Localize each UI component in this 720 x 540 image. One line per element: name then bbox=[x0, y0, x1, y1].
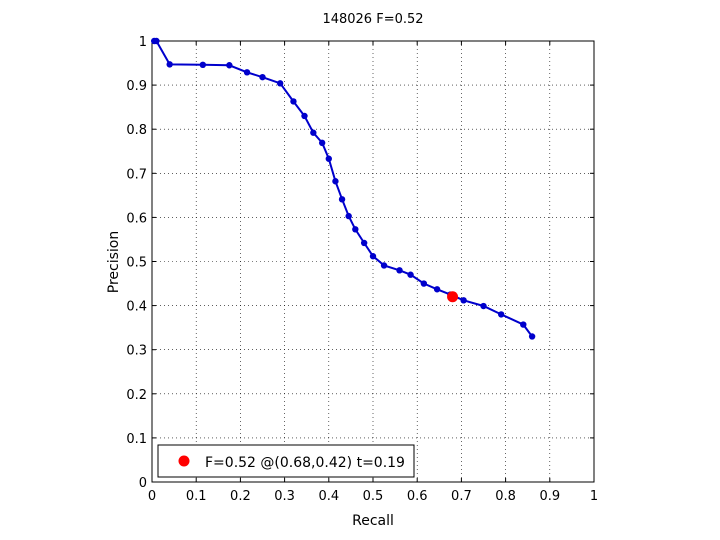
pr-curve-point bbox=[153, 37, 160, 45]
pr-curve-point bbox=[290, 98, 297, 105]
pr-curve-point bbox=[166, 61, 173, 68]
x-tick-label: 0.2 bbox=[230, 489, 251, 504]
pr-curve-point bbox=[497, 311, 505, 318]
y-tick-label: 0.9 bbox=[126, 79, 147, 94]
x-tick-label: 0.4 bbox=[318, 489, 339, 504]
pr-curve-point bbox=[480, 302, 487, 310]
pr-curve-point bbox=[310, 129, 317, 136]
x-tick-label: 0.7 bbox=[451, 489, 472, 504]
pr-curve-point bbox=[433, 286, 441, 293]
pr-curve-point bbox=[407, 271, 414, 278]
x-tick-label: 0.3 bbox=[274, 489, 295, 504]
best-f-point bbox=[447, 291, 459, 303]
chart-title: 148026 F=0.52 bbox=[322, 12, 423, 27]
y-tick-label: 0.8 bbox=[126, 123, 147, 138]
pr-curve-point bbox=[332, 178, 339, 185]
pr-curve-point bbox=[226, 62, 233, 69]
y-tick-label: 0 bbox=[139, 476, 147, 491]
y-axis: 0 0.1 0.2 0.3 0.4 0.5 0.6 0.7 0.8 0.9 1 bbox=[126, 35, 594, 491]
grid-lines bbox=[152, 41, 594, 482]
y-axis-label: Precision bbox=[106, 231, 122, 293]
pr-curve-point bbox=[396, 267, 403, 274]
legend-marker bbox=[178, 455, 190, 467]
pr-curve-point bbox=[360, 239, 368, 247]
pr-curve-point bbox=[318, 139, 326, 147]
x-tick-label: 0.1 bbox=[186, 489, 207, 504]
x-tick-label: 0.6 bbox=[407, 489, 428, 504]
y-tick-label: 0.3 bbox=[126, 344, 147, 359]
pr-curve-point bbox=[243, 69, 251, 76]
pr-curve bbox=[151, 37, 536, 340]
pr-curve-line bbox=[154, 40, 533, 338]
x-tick-label: 0.5 bbox=[363, 489, 384, 504]
legend-label: F=0.52 @(0.68,0.42) t=0.19 bbox=[205, 455, 405, 471]
y-tick-label: 0.4 bbox=[126, 300, 147, 315]
y-tick-label: 0.2 bbox=[126, 388, 147, 403]
y-tick-label: 0.7 bbox=[126, 167, 147, 182]
pr-curve-point bbox=[338, 196, 346, 203]
pr-curve-point bbox=[369, 253, 377, 260]
y-tick-label: 1 bbox=[139, 35, 147, 50]
pr-curve-point bbox=[325, 155, 332, 162]
x-tick-label: 0.8 bbox=[495, 489, 516, 504]
x-tick-label: 0 bbox=[148, 489, 156, 504]
pr-curve-point bbox=[380, 262, 388, 269]
pr-curve-point bbox=[420, 280, 428, 287]
pr-curve-point bbox=[520, 321, 527, 328]
pr-curve-point bbox=[352, 226, 359, 233]
x-tick-label: 0.9 bbox=[539, 489, 560, 504]
y-tick-label: 0.1 bbox=[126, 432, 147, 447]
pr-curve-point bbox=[345, 212, 352, 220]
pr-curve-point bbox=[259, 73, 266, 81]
pr-curve-point bbox=[301, 112, 308, 120]
pr-curve-point bbox=[528, 333, 536, 340]
x-tick-label: 1 bbox=[590, 489, 598, 504]
legend-box: F=0.52 @(0.68,0.42) t=0.19 bbox=[157, 444, 415, 478]
legend-frame bbox=[157, 444, 415, 478]
y-tick-label: 0.5 bbox=[126, 256, 147, 271]
pr-curve-point bbox=[276, 80, 284, 87]
pr-curve-point bbox=[460, 297, 467, 304]
y-tick-label: 0.6 bbox=[126, 211, 147, 226]
pr-curve-point bbox=[199, 61, 207, 69]
x-axis: 0 0.1 0.2 0.3 0.4 0.5 0.6 0.7 0.8 0.9 1 bbox=[148, 41, 598, 504]
x-axis-label: Recall bbox=[352, 513, 394, 529]
